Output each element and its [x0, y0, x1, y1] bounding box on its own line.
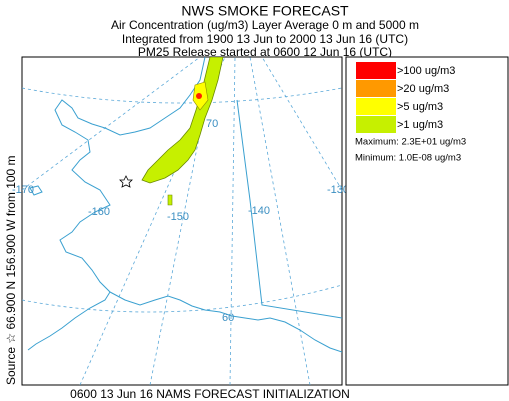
legend-label: >5 ug/m3 — [397, 101, 443, 113]
meridian — [22, 57, 201, 191]
legend-swatch — [356, 98, 396, 115]
grid-label: -140 — [248, 205, 270, 217]
plume-patch — [167, 194, 173, 206]
coastline — [109, 291, 342, 353]
legend-swatch — [356, 116, 396, 133]
legend-label: >20 ug/m3 — [397, 83, 449, 95]
grid-label: 60 — [222, 312, 234, 324]
plume-100-ug — [196, 93, 202, 99]
source-star — [119, 175, 133, 188]
subtitle: Integrated from 1900 13 Jun to 2000 13 J… — [122, 32, 408, 46]
island — [29, 185, 43, 196]
legend-swatch — [356, 62, 396, 79]
subtitle: PM25 Release started at 0600 12 Jun 16 (… — [138, 45, 392, 59]
subtitle: Air Concentration (ug/m3) Layer Average … — [111, 18, 419, 32]
legend: Maximum: 2.3E+01 ug/m3 Minimum: 1.0E-08 … — [345, 56, 509, 386]
source-label: Source ☆ 66.900 N 156.900 W from 100 m — [4, 155, 18, 385]
grid-label: -160 — [88, 206, 110, 218]
maximum: Maximum: 2.3E+01 ug/m3 — [355, 137, 466, 148]
footer: 0600 13 Jun 16 NAMS FORECAST INITIALIZAT… — [70, 387, 350, 401]
title: NWS SMOKE FORECAST — [181, 3, 349, 19]
grid-label: -130 — [327, 184, 349, 196]
minimum: Minimum: 1.0E-08 ug/m3 — [355, 153, 461, 164]
legend-label: >1 ug/m3 — [397, 119, 443, 131]
legend-swatch — [356, 80, 396, 97]
parallel — [22, 284, 342, 313]
grid-label: -170 — [12, 184, 34, 196]
grid-label: 70 — [206, 118, 218, 130]
grid-label: -150 — [167, 211, 189, 223]
border — [236, 99, 342, 319]
map: -170 -160 -150 -140 -130 70 60 — [12, 56, 349, 386]
map-frame — [21, 56, 343, 386]
meridian — [229, 57, 236, 385]
meridian — [261, 57, 342, 191]
coastline — [27, 57, 206, 351]
legend-label: >100 ug/m3 — [397, 65, 455, 77]
